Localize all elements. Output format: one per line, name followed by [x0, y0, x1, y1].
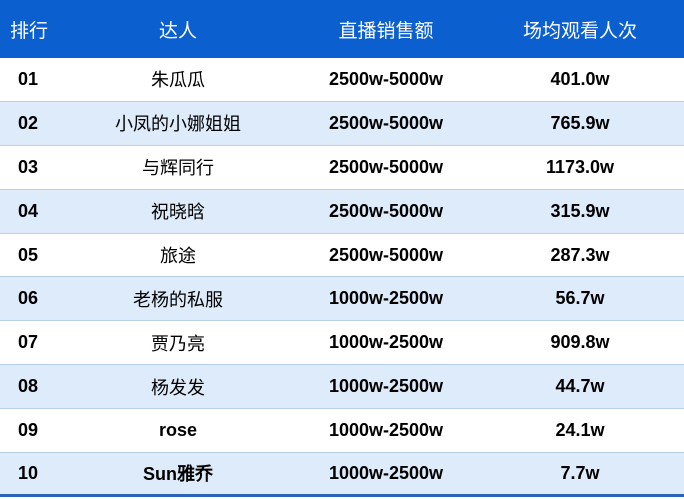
- sales-cell: 1000w-2500w: [328, 462, 444, 483]
- table-row: 04 祝晓晗 2500w-5000w 315.9w: [0, 189, 684, 234]
- rank-cell: 08: [18, 376, 39, 397]
- rank-cell: 10: [18, 462, 39, 483]
- header-rank: 排行: [10, 19, 49, 42]
- name-cell: rose: [158, 420, 198, 441]
- header-sales: 直播销售额: [338, 19, 434, 42]
- name-cell: 与辉同行: [142, 158, 214, 180]
- name-cell: 老杨的私服: [133, 289, 223, 311]
- table-row: 09 rose 1000w-2500w 24.1w: [0, 409, 684, 454]
- table-body: 01 朱瓜瓜 2500w-5000w 401.0w 02 小凤的小娜姐姐 2500w-500…: [0, 58, 684, 497]
- table-row: 08 杨发发 1000w-2500w 44.7w: [0, 365, 684, 410]
- rank-cell: 09: [18, 420, 39, 441]
- sales-cell: 2500w-5000w: [328, 68, 444, 89]
- sales-cell: 1000w-2500w: [328, 332, 444, 353]
- table-row: 07 贾乃亮 1000w-2500w 909.8w: [0, 321, 684, 366]
- views-cell: 7.7w: [560, 462, 600, 483]
- name-cell: 贾乃亮: [151, 333, 205, 355]
- table-row: 06 老杨的私服 1000w-2500w 56.7w: [0, 277, 684, 322]
- table-row: 05 旅途 2500w-5000w 287.3w: [0, 234, 684, 278]
- views-cell: 909.8w: [550, 332, 610, 353]
- name-cell: 朱瓜瓜: [151, 70, 205, 92]
- views-cell: 44.7w: [555, 376, 605, 397]
- views-cell: 24.1w: [555, 420, 605, 441]
- table-row: 10 Sun雅乔 1000w-2500w 7.7w: [0, 453, 684, 497]
- table-header: 排行 达人 直播销售额 场均观看人次: [0, 0, 684, 58]
- name-cell: 小凤的小娜姐姐: [115, 114, 241, 136]
- views-cell: 1173.0w: [545, 156, 615, 177]
- rank-cell: 03: [18, 156, 39, 177]
- sales-cell: 1000w-2500w: [328, 376, 444, 397]
- header-views: 场均观看人次: [522, 19, 637, 42]
- views-cell: 315.9w: [550, 200, 610, 221]
- table-row: 01 朱瓜瓜 2500w-5000w 401.0w: [0, 58, 684, 102]
- name-cell: 杨发发: [151, 377, 205, 399]
- name-cell: Sun雅乔: [143, 464, 213, 485]
- rank-cell: 07: [18, 332, 39, 353]
- sales-cell: 1000w-2500w: [328, 420, 444, 441]
- rank-cell: 05: [18, 244, 39, 265]
- rank-cell: 01: [18, 68, 39, 89]
- sales-cell: 2500w-5000w: [328, 200, 444, 221]
- sales-cell: 1000w-2500w: [328, 288, 444, 309]
- table-row: 03 与辉同行 2500w-5000w 1173.0w: [0, 146, 684, 190]
- views-cell: 56.7w: [555, 288, 605, 309]
- rank-cell: 04: [18, 200, 39, 221]
- rank-cell: 02: [18, 112, 39, 133]
- name-cell: 祝晓晗: [151, 202, 205, 224]
- sales-cell: 2500w-5000w: [328, 244, 444, 265]
- sales-cell: 2500w-5000w: [328, 156, 444, 177]
- sales-cell: 2500w-5000w: [328, 112, 444, 133]
- views-cell: 287.3w: [550, 244, 610, 265]
- name-cell: 旅途: [160, 246, 196, 267]
- table-row: 02 小凤的小娜姐姐 2500w-5000w 765.9w: [0, 101, 684, 146]
- views-cell: 401.0w: [550, 68, 610, 89]
- header-name: 达人: [158, 19, 197, 42]
- rank-cell: 06: [18, 288, 39, 309]
- views-cell: 765.9w: [550, 112, 610, 133]
